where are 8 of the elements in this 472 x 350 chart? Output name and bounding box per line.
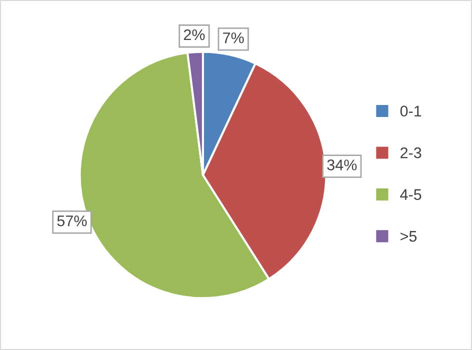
legend-label: >5 [400, 231, 417, 242]
legend-label: 0-1 [400, 106, 422, 116]
legend-label: 4-5 [400, 189, 422, 200]
data-label: 2% [184, 29, 205, 40]
data-label: 34% [327, 160, 357, 170]
data-label: 57% [57, 216, 87, 226]
data-label: 7% [223, 32, 244, 44]
legend-label: 2-3 [400, 147, 422, 158]
